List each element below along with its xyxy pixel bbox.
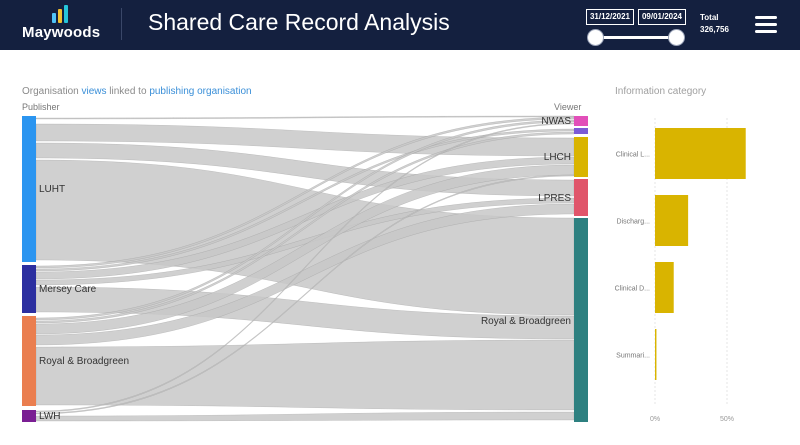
publisher-node-royal-broadgreen[interactable] [22,316,36,406]
date-end-field[interactable]: 09/01/2024 [638,9,686,25]
maywoods-logo: Maywoods [22,5,102,45]
publisher-label-royal-broadgreen: Royal & Broadgreen [39,356,129,367]
bar-2[interactable] [655,195,689,246]
header-divider [121,8,122,40]
bar-category-label: Summari... [616,353,650,360]
bar-x-tick-label: 0% [650,416,660,423]
total-label: Total [700,13,719,22]
viewer-label-royal-broadgreen: Royal & Broadgreen [481,316,571,327]
viewer-label-nwas: NWAS [541,116,571,127]
viewer-node-royal-broadgreen[interactable] [574,218,588,422]
logo-text: Maywoods [22,24,101,41]
total-value: 326,756 [700,25,729,34]
hamburger-menu-icon[interactable] [755,16,777,34]
viewer-label-lhch: LHCH [544,152,571,163]
bar-category-label: Clinical L... [616,152,650,159]
viewer-node-lpres[interactable] [574,179,588,216]
bar-category-label: Discharg... [617,219,651,226]
bar-1[interactable] [655,128,746,179]
date-range-end-handle[interactable] [668,29,685,46]
publisher-label-lwh: LWH [39,411,60,422]
publisher-node-mersey-care[interactable] [22,265,36,313]
page-title: Shared Care Record Analysis [148,9,450,35]
sankey-title-part-3: linked to [106,86,150,97]
publisher-node-luht[interactable] [22,116,36,262]
bar-category-label: Clinical D... [615,286,650,293]
sankey-title-part-4: publishing organisation [149,86,252,97]
logo-bar-1 [52,13,56,23]
viewer-column-label: Viewer [554,102,582,112]
publisher-column-label: Publisher [22,102,60,112]
viewer-node-lhch[interactable] [574,137,588,177]
sankey-title: Organisation views linked to publishing … [22,86,252,97]
logo-bar-2 [58,9,62,23]
sankey-links [35,115,575,422]
viewer-label-lpres: LPRES [538,193,571,204]
date-start-field[interactable]: 31/12/2021 [586,9,634,25]
top-banner: Maywoods Shared Care Record Analysis 31/… [0,0,800,50]
sankey-title-part-2: views [81,86,107,97]
bar-4[interactable] [655,329,657,380]
publisher-node-lwh[interactable] [22,410,36,422]
publisher-label-mersey-care: Mersey Care [39,284,97,295]
date-range-start-handle[interactable] [587,29,604,46]
sankey-title-part-1: Organisation [22,86,82,97]
publisher-label-luht: LUHT [39,184,65,195]
logo-bar-3 [64,5,68,23]
viewer-node-other[interactable] [574,128,588,134]
viewer-node-nwas[interactable] [574,116,588,126]
date-range-slider-track[interactable] [595,36,677,39]
bar-3[interactable] [655,262,674,313]
bar-x-tick-label: 50% [720,416,734,423]
bar-chart-title: Information category [615,86,707,97]
